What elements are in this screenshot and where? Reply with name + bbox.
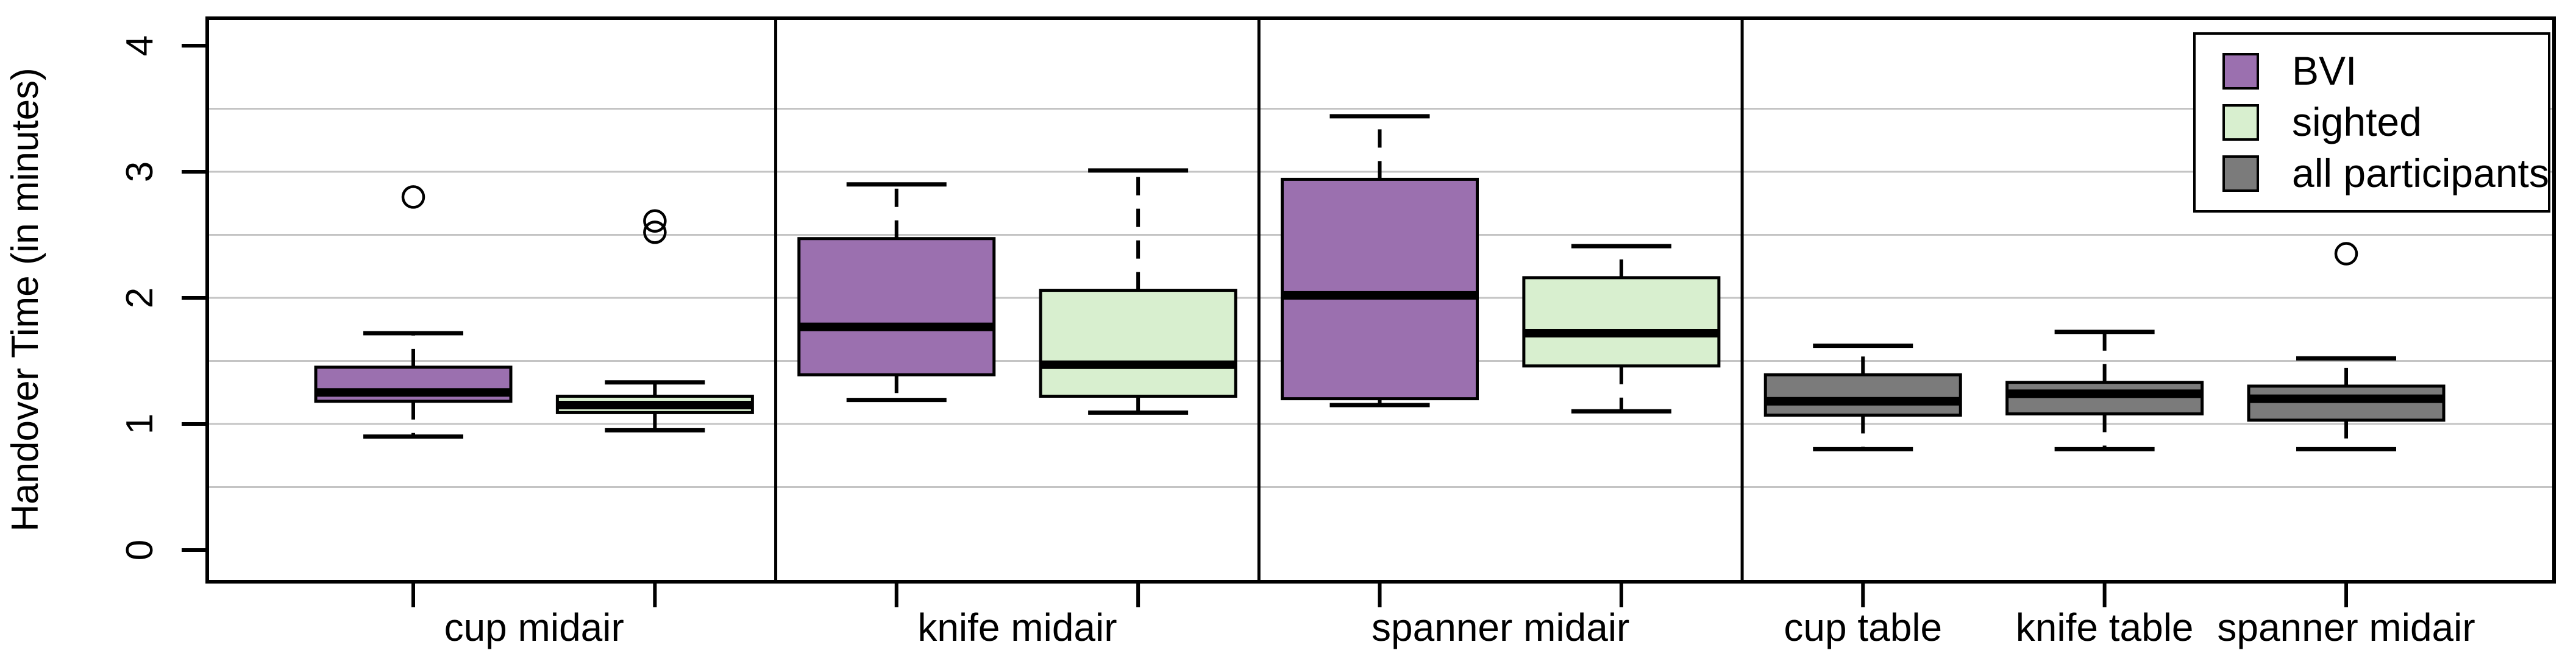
outlier-point bbox=[401, 185, 425, 209]
x-group-label-spanner-midair-5: spanner midair bbox=[2217, 605, 2475, 649]
y-tick-label-0: 0 bbox=[119, 540, 161, 560]
outlier-point bbox=[643, 221, 667, 244]
axis-layer: 0 1 2 3 4 cup midair knife midair spanner midai… bbox=[119, 35, 2475, 649]
box-knife-midair-sighted bbox=[1039, 168, 1237, 415]
iqr-box bbox=[2005, 381, 2204, 415]
legend-swatch-sighted bbox=[2222, 104, 2259, 141]
y-axis-title: Handover Time (in minutes) bbox=[4, 68, 46, 532]
box-cup-midair-sighted bbox=[555, 209, 754, 432]
y-tick-label-2: 2 bbox=[119, 288, 161, 308]
legend-label-sighted: sighted bbox=[2292, 99, 2422, 144]
box-knife-midair-bvi bbox=[797, 182, 996, 403]
box-spanner-midair-all-participants bbox=[2247, 242, 2446, 451]
legend-label-all-participants: all participants bbox=[2292, 150, 2549, 196]
x-group-label-cup-table-3: cup table bbox=[1784, 605, 1942, 649]
iqr-box bbox=[2247, 384, 2446, 422]
box-layer bbox=[314, 114, 2446, 451]
y-tick-label-4: 4 bbox=[119, 35, 161, 56]
outlier-point bbox=[2334, 242, 2358, 266]
box-spanner-midair-bvi bbox=[1281, 114, 1479, 408]
iqr-box bbox=[797, 237, 996, 376]
y-tick-label-3: 3 bbox=[119, 161, 161, 182]
legend-label-bvi: BVI bbox=[2292, 48, 2357, 93]
box-spanner-midair-sighted bbox=[1522, 244, 1721, 414]
iqr-box bbox=[1763, 373, 1962, 417]
legend: BVI sighted all participants bbox=[2193, 32, 2550, 213]
x-group-label-spanner-midair-2: spanner midair bbox=[1372, 605, 1629, 649]
outlier-point bbox=[643, 209, 667, 233]
iqr-box bbox=[1039, 289, 1237, 398]
x-group-label-knife-midair-1: knife midair bbox=[917, 605, 1117, 649]
box-cup-midair-bvi bbox=[314, 185, 513, 439]
y-tick-label-1: 1 bbox=[119, 414, 161, 434]
box-knife-table-all-participants bbox=[2005, 330, 2204, 451]
x-group-label-cup-midair-0: cup midair bbox=[444, 605, 624, 649]
legend-swatch-bvi bbox=[2222, 53, 2259, 90]
box-cup-table-all-participants bbox=[1763, 344, 1962, 451]
iqr-box bbox=[1522, 276, 1721, 368]
legend-swatch-all-participants bbox=[2222, 155, 2259, 192]
iqr-box bbox=[1281, 177, 1479, 401]
x-group-label-knife-table-4: knife table bbox=[2016, 605, 2194, 649]
